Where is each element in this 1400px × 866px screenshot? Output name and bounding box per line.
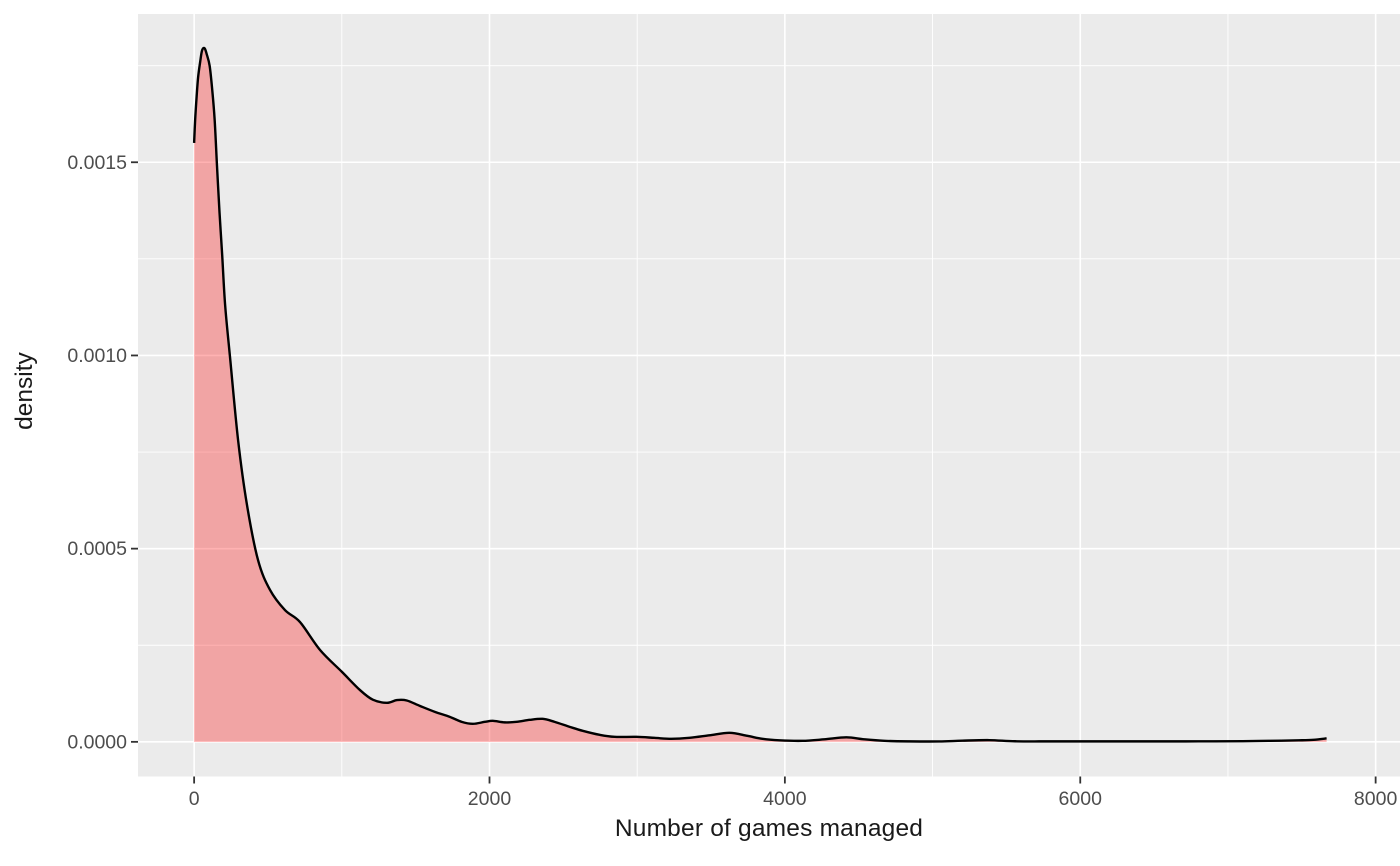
- y-axis-title: density: [11, 352, 38, 430]
- x-tick-label: 4000: [763, 788, 807, 810]
- x-axis-title: Number of games managed: [614, 815, 924, 842]
- density-area: [194, 47, 1327, 742]
- y-tick-label: 0.0000: [67, 731, 127, 753]
- x-tick-label: 6000: [1059, 788, 1103, 810]
- y-tick-label: 0.0015: [67, 152, 127, 174]
- y-tick-label: 0.0010: [67, 345, 127, 367]
- x-tick-label: 2000: [468, 788, 512, 810]
- x-tick-label: 8000: [1354, 788, 1398, 810]
- panel-background: [138, 14, 1400, 777]
- x-tick-label: 0: [189, 788, 200, 810]
- density-line: [192, 46, 1327, 743]
- y-tick-label: 0.0005: [67, 538, 127, 560]
